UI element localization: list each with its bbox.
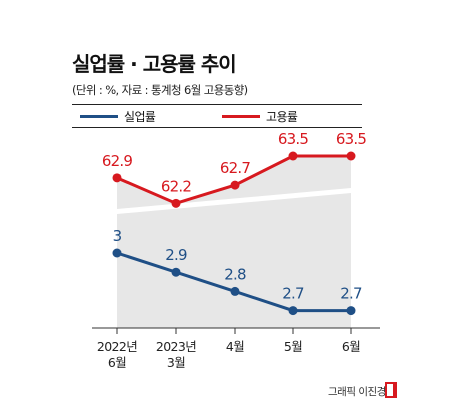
- legend-label-employment: 고용률: [266, 110, 298, 124]
- unemployment-value-label-0: 3: [113, 227, 122, 245]
- employment-point-1: [171, 198, 181, 208]
- chart-title: 실업률 · 고용률 추이: [72, 52, 237, 76]
- chart-subtitle: (단위 : %, 자료 : 통계청 6월 고용동향): [72, 83, 248, 97]
- legend-item-employment: 고용률: [222, 108, 298, 125]
- employment-value-label-2: 62.7: [220, 159, 250, 177]
- legend-item-unemployment: 실업률: [80, 108, 156, 125]
- employment-point-4: [346, 151, 356, 161]
- legend-swatch-unemployment: [80, 115, 118, 118]
- employment-value-label-1: 62.2: [161, 177, 191, 195]
- legend-label-unemployment: 실업률: [124, 110, 156, 124]
- unemployment-value-label-3: 2.7: [282, 285, 304, 303]
- unemployment-point-4: [346, 306, 356, 316]
- x-tick-label-3: 5월: [284, 339, 302, 354]
- employment-point-2: [230, 180, 240, 190]
- employment-value-label-4: 63.5: [336, 130, 366, 148]
- unemployment-value-label-4: 2.7: [340, 285, 362, 303]
- employment-value-label-3: 63.5: [278, 130, 308, 148]
- x-tick-label-4: 6월: [342, 339, 360, 354]
- unemployment-value-label-2: 2.8: [224, 265, 246, 283]
- unemployment-point-1: [171, 267, 181, 277]
- unemployment-value-label-1: 2.9: [165, 246, 187, 264]
- employment-area-band: [117, 156, 351, 328]
- publisher-logo-icon: [385, 382, 397, 398]
- x-tick-label-2: 4월: [226, 339, 244, 354]
- employment-value-label-0: 62.9: [102, 152, 132, 170]
- graphic-credit: 그래픽 이진경: [328, 386, 386, 398]
- unemployment-point-2: [230, 286, 240, 296]
- unemployment-point-0: [112, 248, 122, 258]
- x-tick-label-0: 2022년 6월: [97, 339, 137, 370]
- legend-swatch-employment: [222, 115, 260, 118]
- employment-point-3: [288, 151, 298, 161]
- employment-point-0: [112, 173, 122, 183]
- unemployment-point-3: [288, 306, 298, 316]
- x-tick-label-1: 2023년 3월: [156, 339, 196, 370]
- legend: 실업률 고용률: [72, 104, 362, 128]
